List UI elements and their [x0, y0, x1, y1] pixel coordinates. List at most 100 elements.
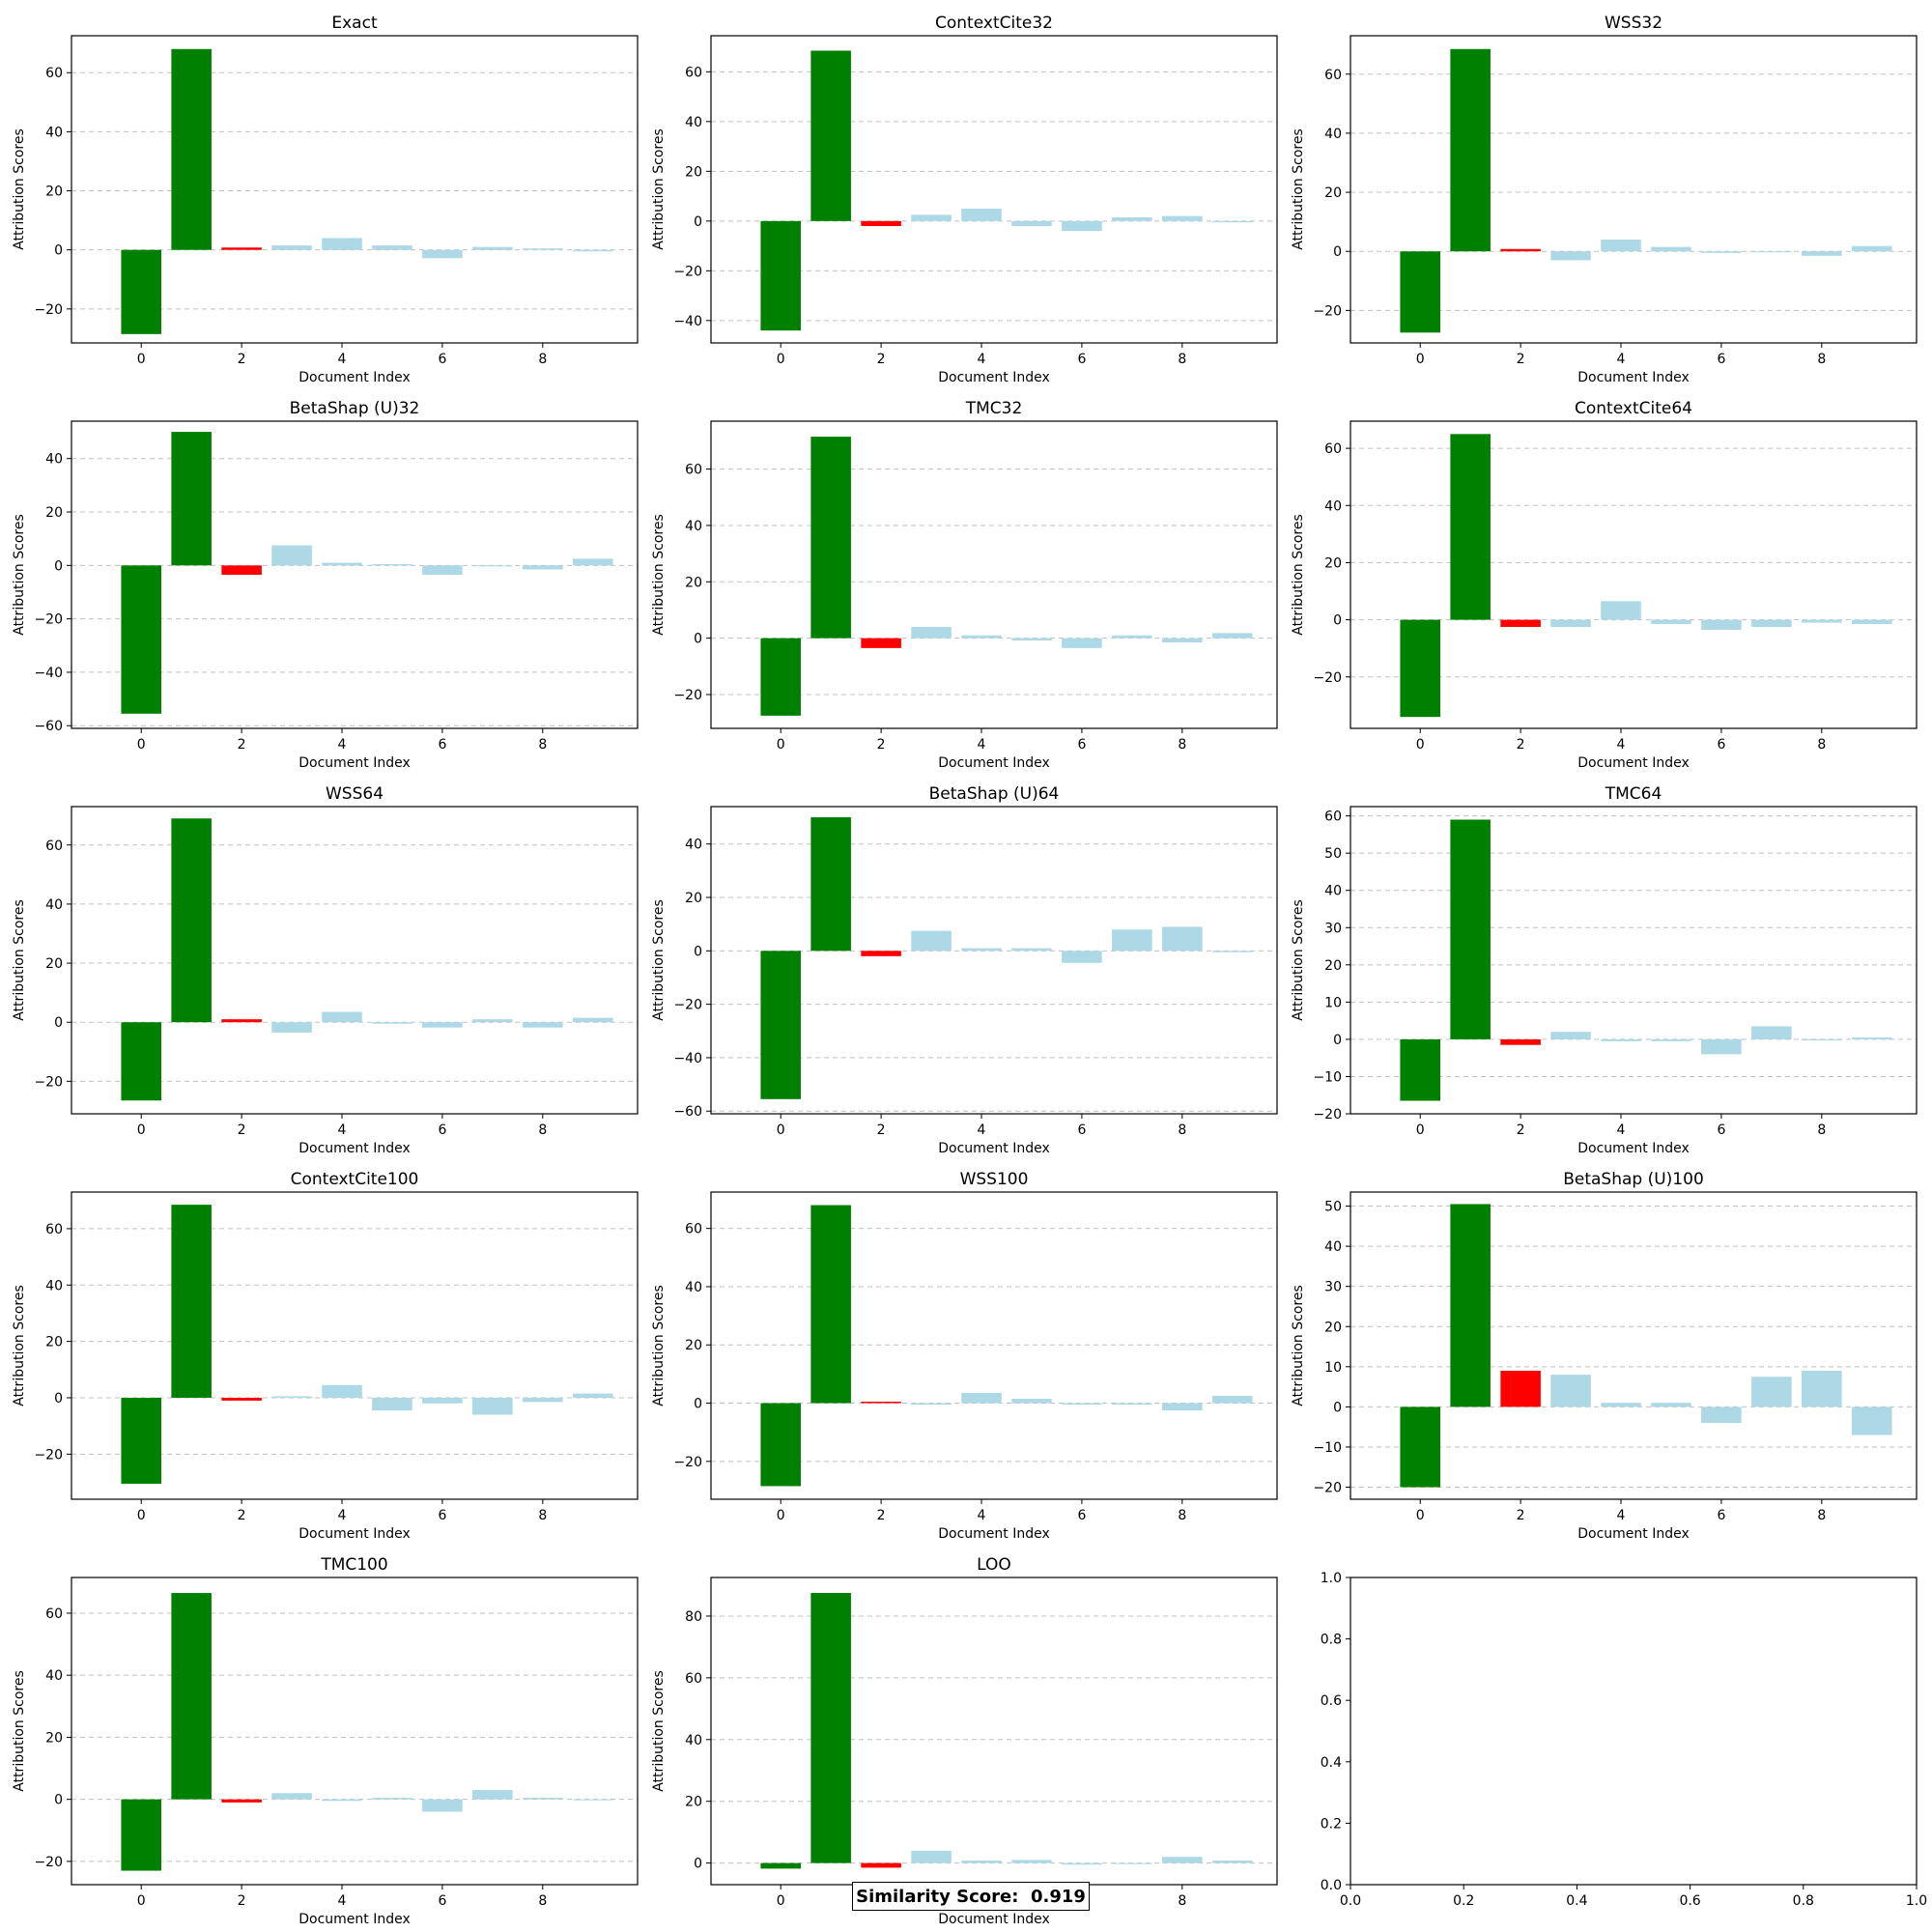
y-tick-label: 0: [1333, 613, 1342, 629]
x-tick-label: 2: [877, 737, 886, 753]
y-tick-label: 20: [45, 1335, 63, 1350]
y-tick-label: −20: [34, 1855, 63, 1870]
bar-doc-9: [1211, 1861, 1253, 1863]
subplot-6: 0 2 4 6 8 −20 0 20 40 60 WSS64 Document Index Attrib…: [12, 784, 639, 1156]
bar-doc-2: [861, 951, 901, 956]
bar-doc-5: [1011, 638, 1052, 640]
y-axis-label: Attribution Scores: [12, 1670, 27, 1792]
subplot-title: ContextCite32: [935, 14, 1053, 33]
bar-doc-3: [1550, 251, 1591, 261]
x-tick-label: 6: [438, 737, 446, 753]
y-tick-label: 60: [1324, 441, 1342, 457]
bar-doc-1: [171, 818, 212, 1023]
y-tick-label: 40: [685, 838, 702, 853]
axes-frame: [1350, 420, 1918, 729]
y-tick-label: 0.4: [1321, 1755, 1342, 1771]
x-tick-label: 0: [137, 737, 146, 753]
bar-doc-4: [1601, 1403, 1641, 1407]
y-tick-label: 0: [1333, 1033, 1342, 1048]
y-tick-label: −20: [673, 998, 702, 1013]
y-tick-label: 30: [1324, 921, 1342, 936]
x-tick-label: 4: [338, 737, 347, 753]
bar-doc-7: [1751, 1026, 1792, 1039]
bar-doc-5: [1011, 1860, 1052, 1863]
y-tick-label: 60: [685, 463, 702, 478]
x-tick-label: 4: [978, 1122, 986, 1138]
bar-doc-8: [523, 248, 563, 250]
x-tick-label: 6: [438, 1893, 446, 1909]
bar-doc-9: [1851, 1406, 1892, 1435]
y-tick-label: 0: [54, 1793, 63, 1808]
x-tick-label: 6: [1077, 737, 1086, 753]
y-tick-label: 20: [45, 505, 63, 521]
bar-doc-6: [1062, 951, 1102, 963]
bar-doc-3: [911, 214, 952, 221]
bar-doc-9: [1211, 633, 1253, 639]
bar-doc-5: [1651, 619, 1691, 625]
y-tick-label: 20: [45, 185, 63, 200]
bar-doc-7: [1112, 1403, 1152, 1406]
x-axis-label: Document Index: [1577, 1526, 1690, 1542]
bar-doc-6: [422, 1022, 463, 1028]
bar-doc-1: [1450, 819, 1491, 1039]
axes-frame: [710, 806, 1278, 1115]
y-tick-label: −20: [34, 302, 63, 318]
bar-doc-4: [961, 1392, 1002, 1404]
subplot-title: BetaShap (U)32: [290, 399, 420, 418]
y-tick-label: 40: [685, 115, 702, 130]
y-axis-label: Attribution Scores: [1291, 514, 1306, 636]
bar-doc-6: [1062, 638, 1102, 648]
y-tick-label: 60: [1324, 810, 1342, 825]
y-tick-label: −20: [34, 1074, 63, 1090]
x-axis-label: Document Index: [1577, 370, 1690, 385]
x-tick-label: 2: [877, 1508, 886, 1523]
bar-doc-8: [1162, 215, 1203, 221]
y-tick-label: 50: [1324, 846, 1342, 862]
y-tick-label: 20: [1324, 958, 1342, 974]
x-tick-label: 2: [1517, 1122, 1525, 1138]
bar-doc-1: [1450, 48, 1491, 252]
x-tick-label: 2: [1517, 1508, 1525, 1523]
y-tick-label: 40: [1324, 498, 1342, 514]
x-tick-label: 4: [338, 1122, 347, 1138]
bar-doc-6: [1701, 619, 1742, 630]
x-tick-label: 6: [1077, 1508, 1086, 1523]
y-tick-label: 40: [1324, 884, 1342, 899]
x-axis-label: Document Index: [938, 1526, 1050, 1542]
bar-doc-3: [271, 1396, 312, 1398]
bar-doc-2: [861, 220, 901, 226]
y-tick-label: −20: [673, 688, 702, 703]
bar-doc-3: [911, 626, 952, 639]
y-axis-label: Attribution Scores: [651, 899, 667, 1021]
bar-doc-8: [1802, 1038, 1842, 1041]
similarity-score-box: Similarity Score: 0.919: [852, 1882, 1090, 1911]
bar-doc-6: [1701, 251, 1742, 253]
bar-doc-2: [221, 247, 262, 250]
bar-doc-1: [1450, 434, 1491, 620]
y-tick-label: 40: [45, 452, 63, 468]
bar-doc-5: [1011, 220, 1052, 226]
bar-doc-3: [911, 1850, 952, 1863]
bar-doc-9: [572, 558, 613, 566]
y-tick-label: −20: [34, 1447, 63, 1463]
y-tick-label: −60: [34, 719, 63, 734]
x-tick-label: 2: [238, 352, 246, 367]
bar-doc-4: [1601, 601, 1641, 620]
x-tick-label: 8: [1817, 1508, 1826, 1523]
bar-doc-9: [1211, 1395, 1253, 1404]
axes-frame: [71, 1577, 639, 1886]
x-axis-label: Document Index: [938, 1141, 1050, 1156]
x-tick-label: 4: [338, 1893, 347, 1909]
y-axis-label: Attribution Scores: [651, 514, 667, 636]
x-tick-label: 8: [1178, 1122, 1186, 1138]
axes-frame: [710, 1191, 1278, 1500]
y-tick-label: 20: [685, 1338, 702, 1353]
y-tick-label: 20: [685, 575, 702, 590]
y-tick-label: 20: [1324, 1320, 1342, 1335]
y-tick-label: 40: [45, 1278, 63, 1293]
bar-doc-7: [1751, 619, 1792, 627]
bar-doc-5: [1651, 1403, 1691, 1407]
x-tick-label: 8: [538, 1508, 547, 1523]
y-tick-label: 10: [1324, 995, 1342, 1010]
bar-doc-6: [1062, 1403, 1102, 1406]
